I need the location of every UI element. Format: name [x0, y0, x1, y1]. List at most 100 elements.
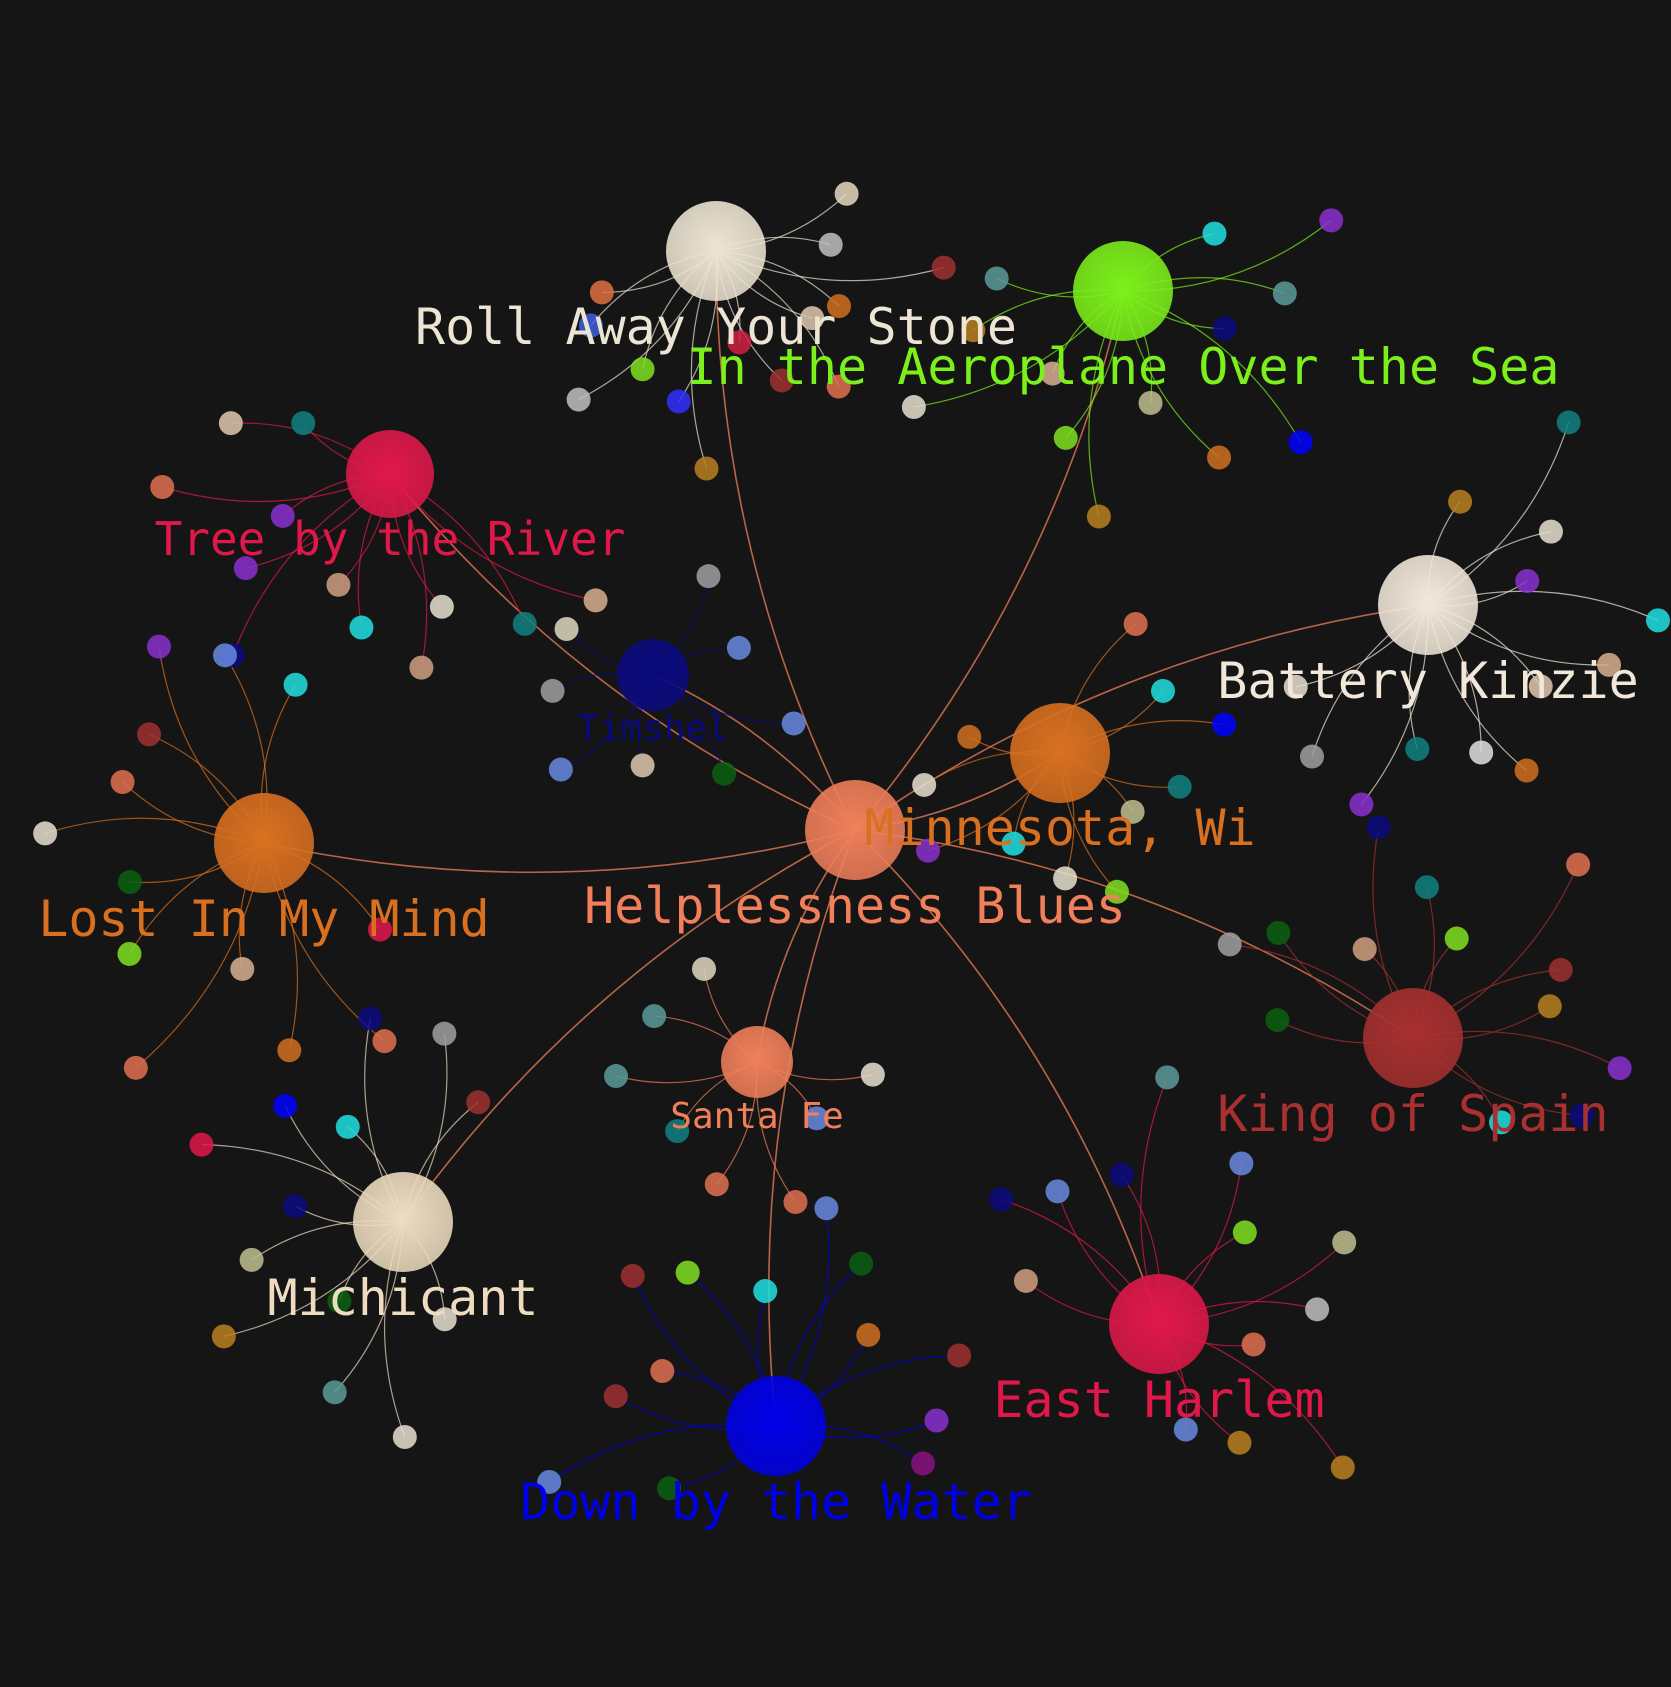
satellite-node-harlem[interactable]: [1332, 1230, 1357, 1255]
satellite-node-spain[interactable]: [1548, 957, 1573, 982]
satellite-node-michicant[interactable]: [466, 1090, 491, 1115]
satellite-node-michicant[interactable]: [392, 1424, 417, 1449]
satellite-node-harlem[interactable]: [1232, 1220, 1257, 1245]
satellite-node-roll[interactable]: [578, 313, 603, 338]
satellite-node-santafe[interactable]: [642, 1004, 667, 1029]
hub-node-timshel[interactable]: [617, 639, 689, 711]
satellite-node-battery[interactable]: [1299, 744, 1324, 769]
satellite-node-santafe[interactable]: [704, 1172, 729, 1197]
satellite-node-lost[interactable]: [137, 722, 162, 747]
satellite-node-battery[interactable]: [1515, 568, 1540, 593]
satellite-node-lost[interactable]: [372, 1029, 397, 1054]
satellite-node-harlem[interactable]: [1305, 1297, 1330, 1322]
satellite-node-aero[interactable]: [1272, 281, 1297, 306]
satellite-node-harlem[interactable]: [1227, 1430, 1252, 1455]
satellite-node-water[interactable]: [650, 1359, 675, 1384]
satellite-node-tree[interactable]: [429, 594, 454, 619]
satellite-node-michicant[interactable]: [283, 1194, 308, 1219]
satellite-node-santafe[interactable]: [804, 1106, 829, 1131]
satellite-node-michicant[interactable]: [358, 1006, 383, 1031]
satellite-node-battery[interactable]: [1283, 674, 1308, 699]
satellite-node-tree[interactable]: [291, 411, 316, 436]
satellite-node-harlem[interactable]: [989, 1187, 1014, 1212]
satellite-node-battery[interactable]: [1597, 652, 1622, 677]
hub-node-lost-in-my-mind[interactable]: [214, 793, 314, 893]
satellite-node-harlem[interactable]: [1229, 1151, 1254, 1176]
satellite-node-water[interactable]: [657, 1476, 682, 1501]
satellite-node-roll[interactable]: [566, 387, 591, 412]
center-node-helplessness-blues[interactable]: [805, 780, 905, 880]
satellite-node-lost[interactable]: [367, 917, 392, 942]
hub-node-in-the-aeroplane-over-the-sea[interactable]: [1073, 241, 1173, 341]
satellite-node-battery[interactable]: [1469, 740, 1494, 765]
satellite-node-aero[interactable]: [1053, 425, 1078, 450]
satellite-node-spain[interactable]: [1537, 994, 1562, 1019]
satellite-node-spain[interactable]: [1366, 815, 1391, 840]
satellite-node-tree[interactable]: [409, 655, 434, 680]
satellite-node-spain[interactable]: [1444, 926, 1469, 951]
satellite-node-harlem[interactable]: [1155, 1065, 1180, 1090]
satellite-node-lost[interactable]: [283, 672, 308, 697]
satellite-node-michicant[interactable]: [335, 1114, 360, 1139]
satellite-node-aero[interactable]: [984, 266, 1009, 291]
satellite-node-timshel[interactable]: [712, 761, 737, 786]
satellite-node-roll[interactable]: [727, 330, 752, 355]
satellite-node-harlem[interactable]: [1013, 1268, 1038, 1293]
satellite-node-water[interactable]: [856, 1322, 881, 1347]
satellite-node-lost[interactable]: [117, 941, 142, 966]
hub-node-king-of-spain[interactable]: [1363, 988, 1463, 1088]
satellite-node-aero[interactable]: [1040, 361, 1065, 386]
satellite-node-michicant[interactable]: [432, 1307, 457, 1332]
hub-node-tree-by-the-river[interactable]: [346, 430, 434, 518]
satellite-node-spain[interactable]: [1566, 852, 1591, 877]
satellite-node-roll[interactable]: [589, 280, 614, 305]
satellite-node-roll[interactable]: [834, 181, 859, 206]
satellite-node-battery[interactable]: [1349, 792, 1374, 817]
hub-node-roll-away-your-stone[interactable]: [666, 201, 766, 301]
satellite-node-spain[interactable]: [1265, 1008, 1290, 1033]
satellite-node-spain[interactable]: [1569, 1103, 1594, 1128]
satellite-node-roll[interactable]: [630, 357, 655, 382]
satellite-node-battery[interactable]: [1645, 608, 1670, 633]
satellite-node-battery[interactable]: [1448, 489, 1473, 514]
satellite-node-timshel[interactable]: [781, 711, 806, 736]
satellite-node-water[interactable]: [620, 1263, 645, 1288]
hub-node-east-harlem[interactable]: [1109, 1274, 1209, 1374]
satellite-node-minnesota[interactable]: [1104, 879, 1129, 904]
satellite-node-roll[interactable]: [769, 368, 794, 393]
satellite-node-water[interactable]: [849, 1251, 874, 1276]
satellite-node-aero[interactable]: [1138, 390, 1163, 415]
satellite-node-water[interactable]: [924, 1408, 949, 1433]
satellite-node-tree[interactable]: [583, 588, 608, 613]
satellite-node-spain[interactable]: [1489, 1110, 1514, 1135]
satellite-node-aero[interactable]: [1319, 208, 1344, 233]
satellite-node-michicant[interactable]: [273, 1093, 298, 1118]
satellite-node-timshel[interactable]: [696, 564, 721, 589]
satellite-node-minnesota[interactable]: [912, 772, 937, 797]
satellite-node-minnesota[interactable]: [1123, 611, 1148, 636]
satellite-node-minnesota[interactable]: [1053, 866, 1078, 891]
satellite-node-aero[interactable]: [961, 318, 986, 343]
satellite-node-timshel[interactable]: [540, 678, 565, 703]
satellite-node-minnesota[interactable]: [1167, 774, 1192, 799]
satellite-node-tree[interactable]: [326, 572, 351, 597]
satellite-node-minnesota[interactable]: [1212, 712, 1237, 737]
hub-node-minnesota-wi[interactable]: [1010, 703, 1110, 803]
satellite-node-lost[interactable]: [277, 1038, 302, 1063]
satellite-node-michicant[interactable]: [239, 1247, 264, 1272]
hub-node-down-by-the-water[interactable]: [726, 1376, 826, 1476]
satellite-node-lost[interactable]: [117, 870, 142, 895]
satellite-node-santafe[interactable]: [860, 1062, 885, 1087]
satellite-node-water[interactable]: [753, 1279, 778, 1304]
satellite-node-roll[interactable]: [800, 306, 825, 331]
satellite-node-water[interactable]: [603, 1384, 628, 1409]
satellite-node-harlem[interactable]: [1173, 1417, 1198, 1442]
satellite-node-timshel[interactable]: [548, 757, 573, 782]
hub-node-battery-kinzie[interactable]: [1378, 555, 1478, 655]
satellite-node-santafe[interactable]: [692, 956, 717, 981]
satellite-node-tree[interactable]: [270, 503, 295, 528]
satellite-node-lost[interactable]: [110, 769, 135, 794]
satellite-node-roll[interactable]: [666, 389, 691, 414]
satellite-node-tree[interactable]: [150, 474, 175, 499]
satellite-node-michicant[interactable]: [327, 1289, 352, 1314]
